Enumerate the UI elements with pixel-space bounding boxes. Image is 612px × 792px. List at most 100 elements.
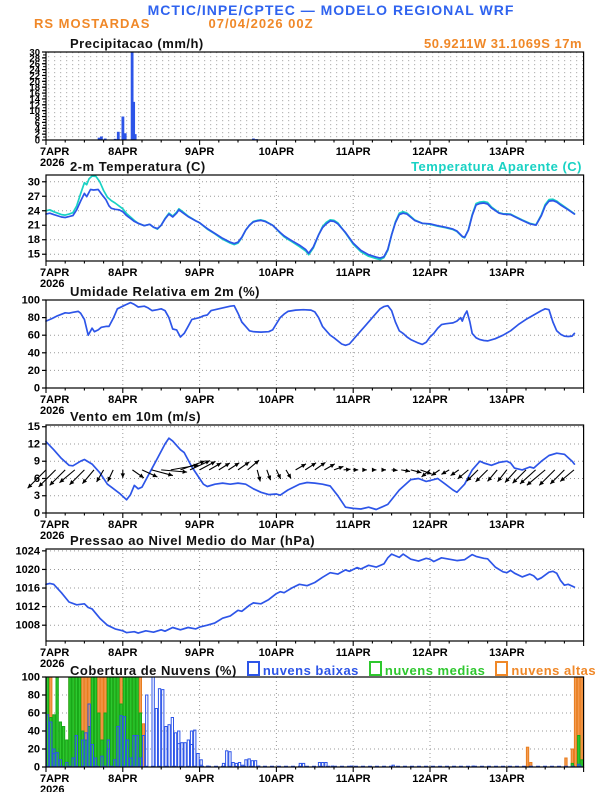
x-tick-label: 8APR [108,773,137,785]
y-tick-label: 10 [29,106,40,117]
y-tick-label: 80 [28,690,40,702]
x-tick-label: 11APR [336,267,371,279]
x-tick-label: 7APR [40,519,69,531]
precip-bar [103,138,107,140]
wind-arrowhead [27,483,33,489]
x-tick-label: 7APR [40,146,69,158]
low-clouds-swatch-icon [246,661,260,676]
wind-arrowhead [59,478,65,483]
cloud-bar-nuvens-baixas [225,750,229,768]
x-tick-label: 12APR [412,394,448,406]
dot-grid-background [46,52,584,140]
wind-arrowhead [244,461,250,467]
apparent-temperature-label: Temperatura Aparente (C) [411,159,582,174]
x-tick-label: 8APR [108,267,137,279]
wind-arrowhead [338,465,344,471]
wind-arrowhead [539,480,544,486]
cloud-bar-nuvens-medias [103,712,107,768]
precip-bar [130,52,134,140]
x-tick-label: 7APR [40,394,69,406]
wind-arrowhead [286,473,291,479]
wind-arrowhead [405,468,411,473]
y-tick-label: 0 [35,136,40,147]
cloud-bar-nuvens-baixas [231,762,235,768]
y-tick-label: 27 [28,191,40,203]
y-tick-label: 2 [35,130,40,141]
panel-title-wind: Vento em 10m (m/s) [70,409,202,424]
wind-arrowhead [421,472,427,477]
y-tick-label: 60 [28,330,40,342]
cloud-title-text: Cobertura de Nuvens (%) [70,663,237,678]
series-Pressao [45,553,576,634]
station-name: RS MOSTARDAS [34,16,151,31]
cloud-bar-nuvens-altas [573,676,578,768]
cloud-bar-nuvens-altas [564,757,568,768]
cloud-bar-nuvens-medias [129,676,133,768]
cloud-bar-nuvens-medias [113,676,117,768]
wind-arrowhead [345,467,351,472]
y-tick-label: 1016 [16,583,40,595]
x-tick-label: 13APR [489,647,525,659]
panel-frame [45,174,585,262]
cloud-bar-nuvens-baixas [173,732,178,768]
wind-arrowhead [216,462,222,468]
panel-title-clouds: Cobertura de Nuvens (%) nuvens baixas nuve… [70,661,596,678]
y-tick-label: 9 [34,456,40,468]
cloud-bar-nuvens-altas [525,746,530,768]
precip-bar [252,138,255,140]
cloud-bar-nuvens-medias [97,712,101,768]
series-Velocidade-do-vento [45,437,576,511]
legend-item-mid-clouds: nuvens medias [359,661,485,678]
wind-arrowhead [210,461,216,466]
wind-arrowhead [392,467,398,473]
wind-arrowhead [519,479,525,484]
wind-arrowhead [257,476,262,482]
wind-arrowhead [526,480,532,486]
wind-arrowhead [320,462,326,467]
wind-arrowhead [152,473,158,478]
y-tick-label: 16 [29,89,40,100]
wind-arrowhead [512,478,518,484]
cloud-bar-nuvens-baixas [228,751,232,768]
wind-arrowhead [450,471,456,476]
x-tick-label: 10APR [259,146,295,158]
wind-arrowhead [329,463,335,469]
x-year-label: 2026 [40,405,64,417]
x-tick-label: 8APR [108,519,137,531]
legend-item-low-clouds: nuvens baixas [237,661,359,678]
wind-arrowhead [457,474,463,479]
y-tick-label: 8 [35,112,40,123]
precip-bar [132,101,136,140]
y-tick-label: 0 [34,762,40,774]
y-tick-label: 24 [29,65,40,76]
y-tick-label: 30 [29,48,40,59]
y-tick-label: 18 [28,234,40,246]
wind-arrowhead [182,469,188,474]
x-tick-label: 13APR [489,773,525,785]
x-tick-label: 7APR [40,773,69,785]
wind-arrowhead [505,477,510,483]
x-tick-label: 12APR [412,519,448,531]
y-tick-label: 100 [22,295,40,307]
cloud-bar-nuvens-baixas [157,688,162,768]
y-tick-label: 3 [34,490,40,502]
x-tick-label: 13APR [489,267,525,279]
y-tick-label: 12 [28,438,40,450]
y-tick-label: 60 [28,708,40,720]
x-tick-label: 9APR [185,647,214,659]
precip-bar [123,133,127,140]
cloud-bar-nuvens-medias [577,735,581,768]
y-tick-label: 21 [28,220,40,232]
x-tick-label: 10APR [259,647,295,659]
x-tick-label: 9APR [185,267,214,279]
y-tick-label: 1008 [16,620,40,632]
y-tick-label: 28 [29,53,40,64]
cloud-bar-nuvens-baixas [167,724,171,768]
x-tick-label: 8APR [108,394,137,406]
cloud-bar-nuvens-medias [93,676,98,768]
cloud-bar-nuvens-baixas [183,742,187,768]
cloud-bar-nuvens-baixas [196,753,200,768]
